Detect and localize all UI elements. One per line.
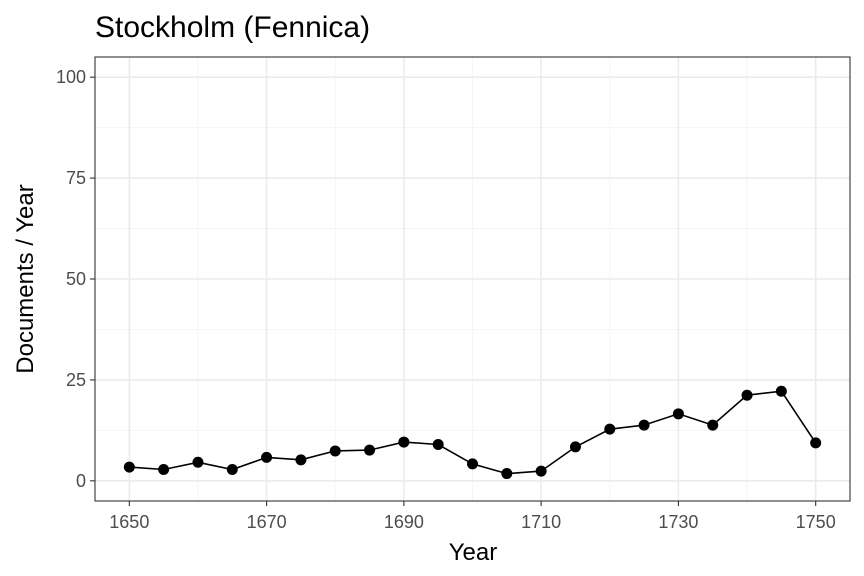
data-point [535,465,547,477]
chart-title: Stockholm (Fennica) [95,11,370,44]
y-axis: 0 25 50 75 100 [56,67,95,491]
data-point [261,451,273,463]
y-tick-label: 75 [66,168,86,188]
y-tick-label: 25 [66,370,86,390]
data-point [295,454,307,466]
data-point [569,441,581,453]
series-layer [123,385,822,480]
data-point [604,423,616,435]
major-gridlines [95,57,850,501]
y-tick-label: 0 [76,471,86,491]
x-tick-label: 1690 [384,512,424,532]
y-axis-title: Documents / Year [12,184,39,373]
data-point [192,456,204,468]
data-point [226,464,238,476]
x-tick-label: 1710 [521,512,561,532]
data-point [158,464,170,476]
data-point [123,461,135,473]
data-point [775,385,787,397]
data-point [501,468,513,480]
data-point [329,445,341,457]
y-tick-label: 100 [56,67,86,87]
x-axis-title: Year [449,539,498,566]
data-point [638,419,650,431]
data-point [364,444,376,456]
x-tick-label: 1670 [247,512,287,532]
x-tick-label: 1650 [109,512,149,532]
y-tick-label: 50 [66,269,86,289]
x-tick-label: 1730 [658,512,698,532]
data-point [398,436,410,448]
data-point [741,389,753,401]
data-point [467,458,478,470]
data-point [707,419,719,431]
data-point [432,438,444,450]
x-axis: 1650 1670 1690 1710 1730 1750 [109,501,836,532]
data-point [672,408,684,420]
plot-panel [94,56,851,502]
x-tick-label: 1750 [796,512,836,532]
data-point [810,437,822,449]
